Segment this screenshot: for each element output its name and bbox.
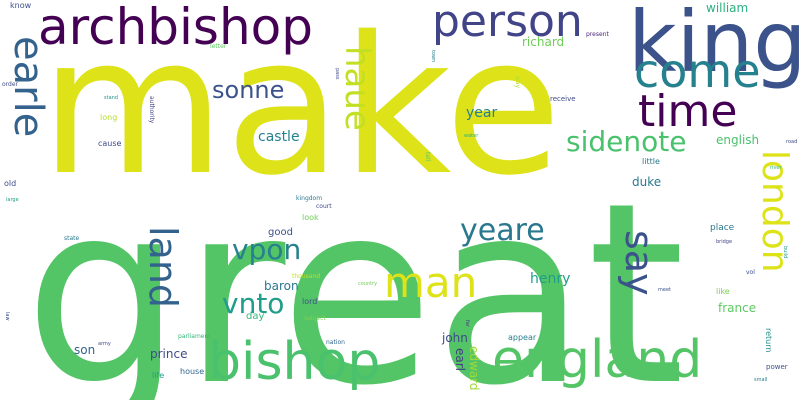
word-sidenote: sidenote bbox=[566, 125, 687, 158]
word-way: way bbox=[514, 76, 521, 89]
word-haue: haue bbox=[337, 46, 377, 131]
word-army: army bbox=[98, 341, 111, 347]
word-water: water bbox=[464, 133, 479, 139]
word-bridge: bridge bbox=[716, 239, 733, 245]
word-pass: pass bbox=[334, 68, 340, 80]
word-year: year bbox=[466, 105, 498, 121]
word-time: time bbox=[638, 86, 738, 137]
word-richard: richard bbox=[522, 35, 565, 49]
word-vnto: vnto bbox=[222, 287, 285, 320]
word-say: say bbox=[617, 230, 661, 296]
word-large: large bbox=[6, 197, 19, 203]
word-king: king bbox=[628, 0, 800, 91]
word-country: country bbox=[358, 281, 378, 287]
word-make: make bbox=[40, 0, 562, 217]
word-old: old bbox=[4, 179, 17, 188]
word-look: look bbox=[302, 213, 319, 222]
word-john: john bbox=[442, 331, 468, 345]
word-vpon: vpon bbox=[232, 233, 302, 266]
word-small: small bbox=[754, 377, 768, 383]
word-man: man bbox=[384, 258, 478, 307]
word-england: england bbox=[492, 330, 703, 390]
word-nation: nation bbox=[326, 339, 345, 346]
word-son: son bbox=[74, 343, 96, 357]
word-prince: prince bbox=[150, 347, 188, 361]
word-build: build bbox=[782, 246, 788, 259]
word-william: william bbox=[706, 1, 749, 15]
word-house: house bbox=[180, 367, 205, 376]
word-order: order bbox=[2, 81, 18, 88]
word-english: english bbox=[716, 133, 760, 147]
word-life: life bbox=[152, 371, 165, 380]
word-return: return bbox=[764, 328, 773, 353]
word-thousand: thousand bbox=[292, 273, 321, 280]
word-archbishop: archbishop bbox=[38, 0, 313, 56]
word-come: come bbox=[634, 44, 761, 98]
word-edward: edward bbox=[467, 346, 481, 391]
word-place: place bbox=[710, 223, 735, 233]
word-meet: meet bbox=[658, 287, 671, 293]
word-tell: tell bbox=[424, 152, 431, 162]
word-henry: henry bbox=[530, 271, 571, 287]
word-earle: earle bbox=[5, 36, 51, 138]
word-know: know bbox=[10, 1, 32, 10]
word-vol: vol bbox=[746, 269, 755, 276]
word-appear: appear bbox=[508, 333, 537, 342]
word-cause: cause bbox=[98, 139, 122, 148]
word-earl: earl bbox=[453, 348, 467, 372]
word-kingdom: kingdom bbox=[296, 195, 323, 202]
word-letter: letter bbox=[210, 43, 227, 50]
word-land: land bbox=[141, 226, 185, 309]
word-power: power bbox=[766, 363, 788, 371]
word-present: present bbox=[586, 31, 609, 38]
word-state: state bbox=[64, 235, 80, 242]
word-far: far bbox=[464, 320, 470, 327]
word-london: london bbox=[754, 150, 795, 273]
word-authority: authority bbox=[148, 96, 155, 124]
word-stand: stand bbox=[104, 95, 118, 101]
word-little: little bbox=[642, 157, 660, 166]
word-great: great bbox=[24, 149, 686, 400]
word-lord: lord bbox=[302, 297, 318, 306]
word-castle: castle bbox=[258, 129, 300, 145]
word-town: town bbox=[430, 50, 436, 63]
word-long: long bbox=[100, 113, 118, 122]
word-subject: subject bbox=[304, 315, 326, 322]
word-baron: baron bbox=[264, 279, 299, 293]
word-france: france bbox=[718, 301, 757, 315]
word-good: good bbox=[268, 227, 293, 238]
word-receive: receive bbox=[550, 95, 576, 103]
word-duke: duke bbox=[632, 175, 662, 189]
word-yeare: yeare bbox=[460, 213, 545, 248]
word-parliament: parliament bbox=[178, 333, 211, 340]
word-river: river bbox=[770, 165, 782, 171]
word-like: like bbox=[716, 287, 730, 296]
word-law: law bbox=[4, 312, 10, 321]
word-person: person bbox=[432, 0, 583, 47]
word-bishop: bishop bbox=[208, 332, 381, 392]
word-sonne: sonne bbox=[212, 76, 285, 104]
word-road: road bbox=[786, 139, 798, 145]
word-court: court bbox=[316, 203, 332, 210]
word-day: day bbox=[246, 311, 265, 322]
